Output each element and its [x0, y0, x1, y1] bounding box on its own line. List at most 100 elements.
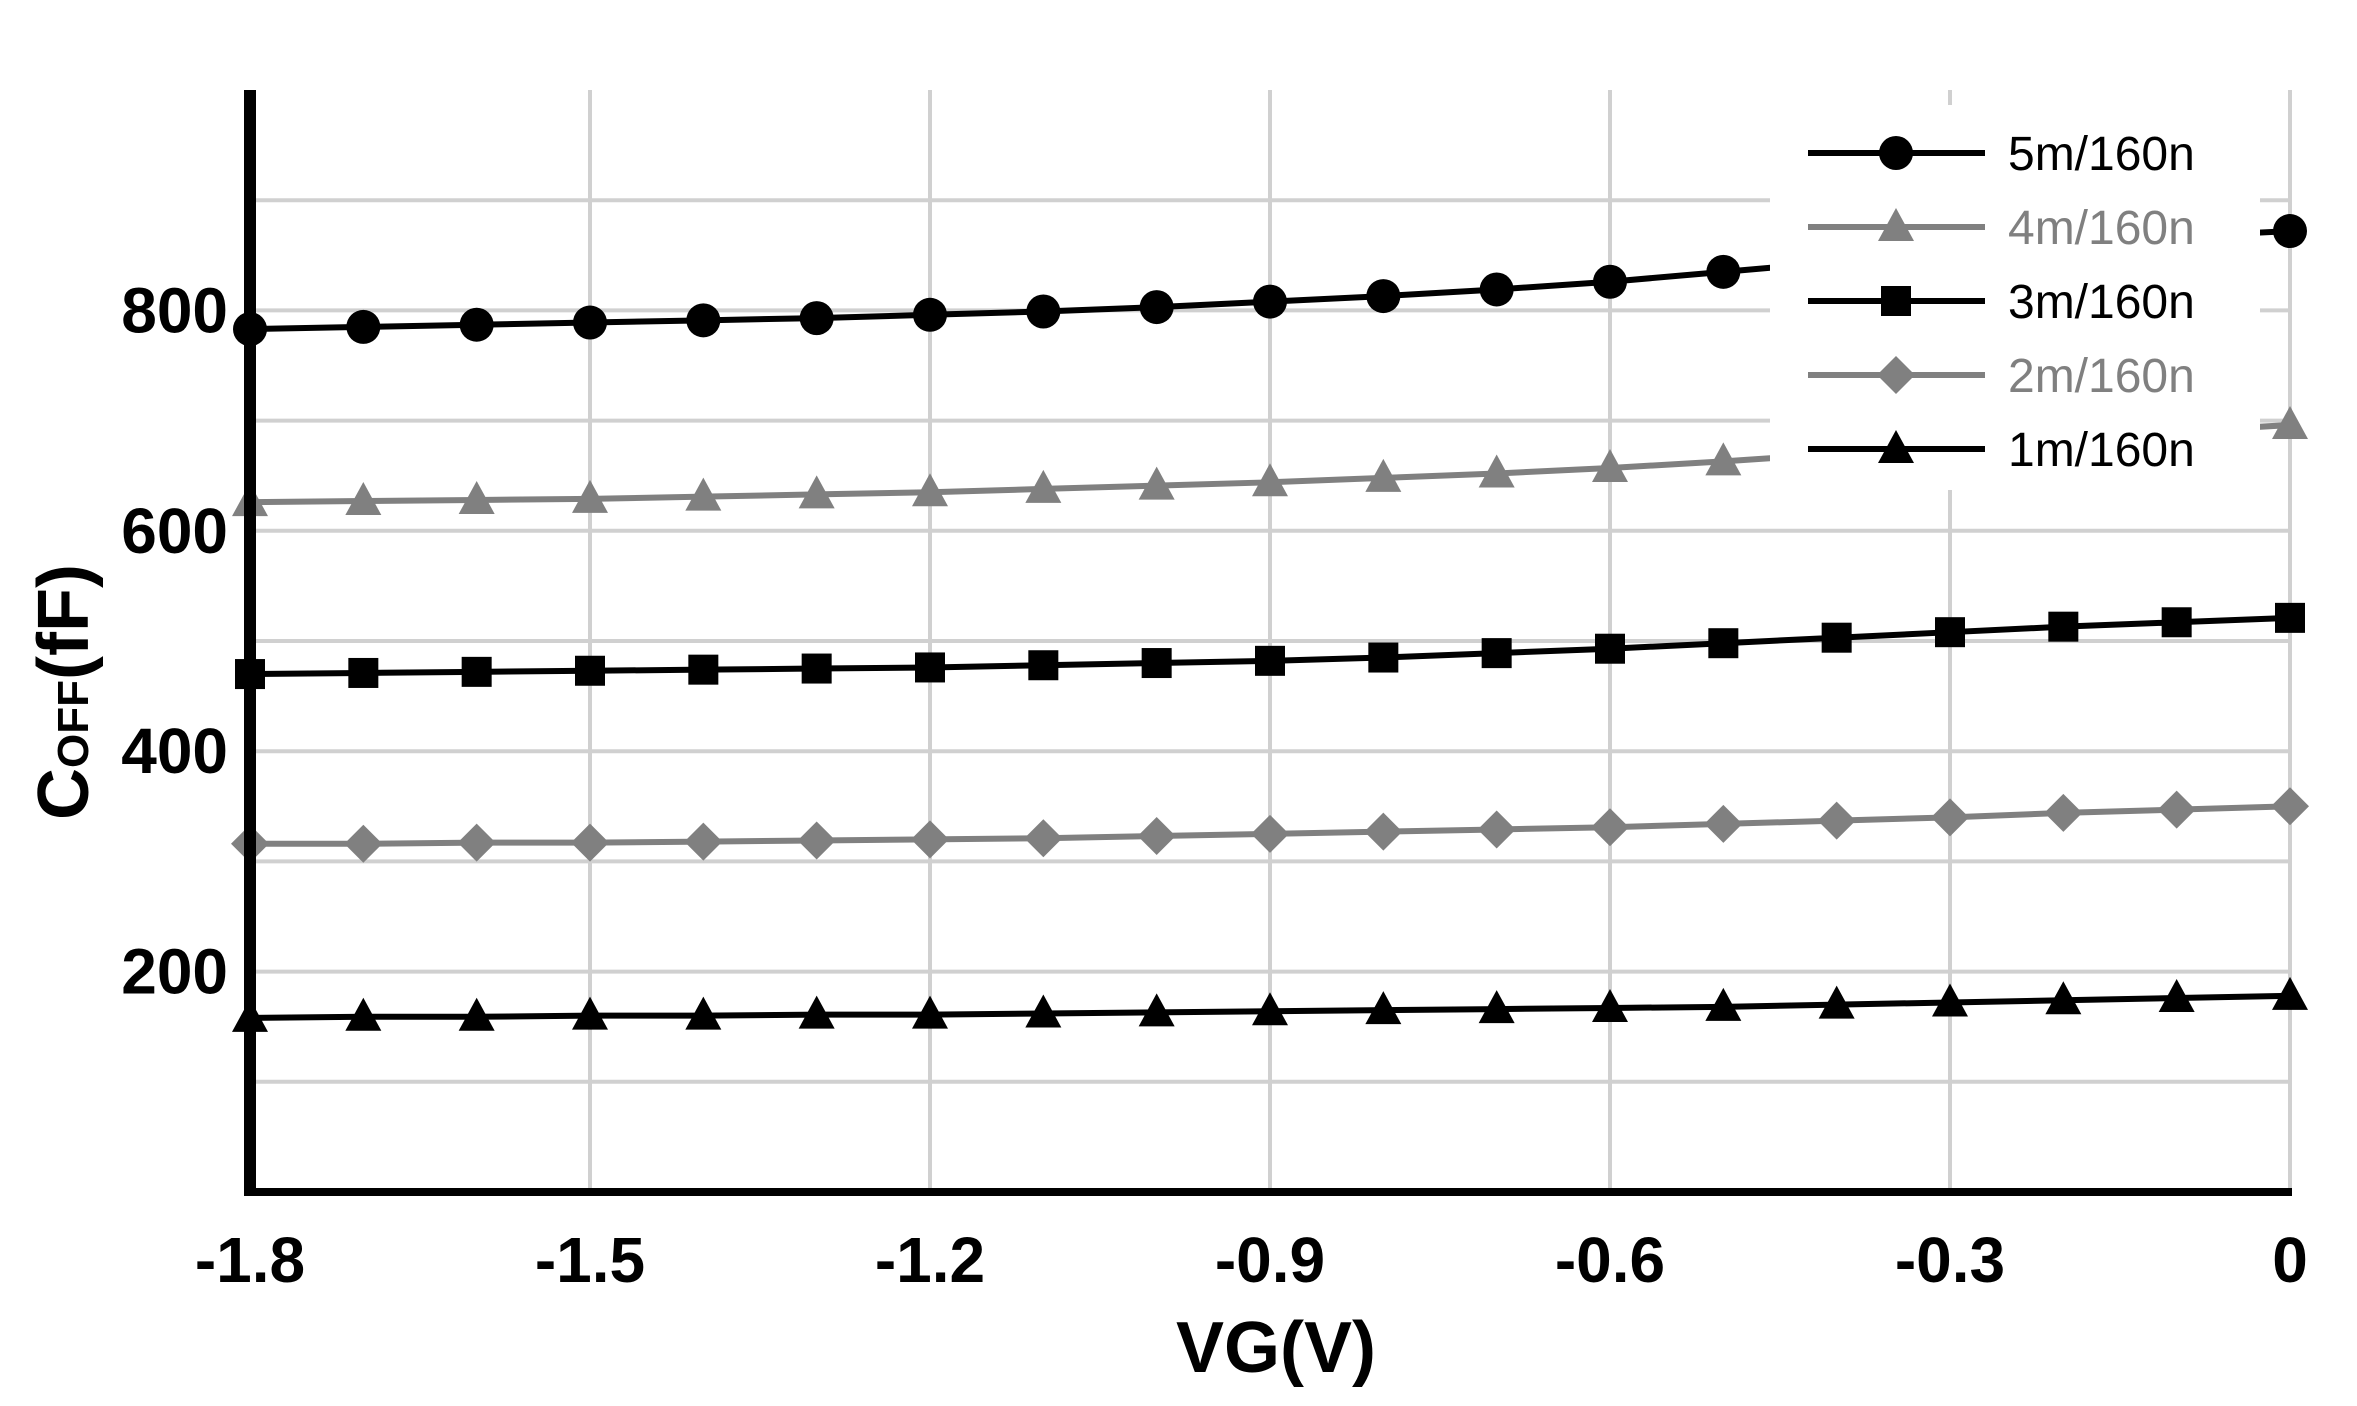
data-point: [348, 657, 379, 688]
data-point: [2158, 979, 2195, 1013]
axes: [244, 90, 2292, 1196]
data-point: [1477, 810, 1516, 849]
data-point: [1592, 448, 1628, 482]
legend-label: 4m/160n: [2008, 202, 2195, 255]
data-point: [2157, 790, 2196, 829]
data-point: [798, 475, 835, 509]
data-point: [688, 654, 719, 685]
data-point: [346, 309, 381, 344]
y-tick-label: 600: [121, 495, 228, 567]
x-tick-label: -0.6: [1555, 1224, 1665, 1296]
data-point: [1251, 814, 1289, 853]
data-point: [799, 301, 834, 336]
data-point: [684, 822, 723, 861]
x-tick-label: -0.9: [1215, 1224, 1325, 1296]
data-point: [1704, 804, 1743, 843]
data-point: [1478, 990, 1515, 1024]
legend-item: 4m/160n: [1808, 202, 2195, 255]
data-point: [2273, 214, 2307, 249]
data-point: [1138, 466, 1175, 500]
data-point: [685, 477, 722, 511]
data-point: [2048, 611, 2079, 642]
y-axis-title-unit: (fF): [24, 564, 104, 680]
data-point: [572, 996, 608, 1030]
data-point: [915, 652, 945, 683]
data-point: [1255, 645, 1285, 676]
data-point: [1818, 985, 1855, 1019]
y-tick-labels: 200 400 600 800: [121, 274, 228, 1007]
data-point: [1138, 993, 1175, 1027]
data-point: [1141, 648, 1172, 679]
data-point: [1024, 819, 1063, 858]
x-axis-title: VG(V): [1176, 1308, 1376, 1388]
series-2m/160n: [231, 787, 2309, 863]
data-point: [1705, 987, 1742, 1021]
data-point: [685, 996, 722, 1030]
legend-item: 3m/160n: [1808, 276, 2195, 329]
legend-item: 2m/160n: [1808, 350, 2195, 403]
data-point: [2161, 607, 2192, 638]
data-point: [345, 997, 382, 1031]
data-point: [573, 305, 607, 340]
data-point: [2271, 787, 2309, 826]
legend-marker: [1879, 136, 1913, 170]
data-point: [1595, 633, 1625, 664]
data-point: [1025, 469, 1062, 503]
data-point: [458, 480, 495, 514]
data-point: [345, 482, 382, 516]
x-tick-labels: -1.8 -1.5 -1.2 -0.9 -0.6 -0.3 0: [195, 1224, 2308, 1296]
data-point: [912, 995, 948, 1029]
x-tick-label: -1.8: [195, 1224, 305, 1296]
data-point: [459, 307, 494, 342]
data-point: [1368, 642, 1399, 673]
series-3m/160n: [235, 602, 2305, 690]
data-point: [1479, 272, 1514, 307]
legend-item: 5m/160n: [1808, 128, 2195, 181]
data-point: [1821, 622, 1852, 653]
data-point: [571, 823, 609, 862]
series-group: [231, 214, 2309, 1032]
y-axis-title-sub: OFF: [49, 680, 98, 768]
data-point: [2272, 406, 2308, 440]
data-point: [686, 303, 721, 338]
svg-text:COFF(fF): COFF(fF): [24, 564, 104, 820]
data-point: [344, 824, 383, 863]
data-point: [1931, 798, 1969, 837]
y-axis-title: COFF(fF): [24, 564, 104, 820]
y-tick-label: 200: [121, 936, 228, 1008]
y-tick-label: 800: [121, 274, 228, 346]
legend-marker: [1878, 430, 1914, 463]
data-point: [1481, 638, 1512, 669]
data-point: [797, 821, 836, 860]
data-point: [1706, 254, 1741, 289]
legend-marker: [1877, 356, 1915, 394]
legend: 5m/160n 4m/160n 3m/160n 2m/160n 1m/160n: [1770, 105, 2260, 490]
data-point: [913, 297, 947, 332]
data-point: [2045, 981, 2082, 1015]
data-point: [1025, 994, 1062, 1028]
legend-item: 1m/160n: [1808, 424, 2195, 477]
data-point: [1252, 992, 1288, 1026]
data-point: [2272, 976, 2308, 1010]
data-point: [1591, 808, 1629, 847]
data-point: [1817, 801, 1856, 840]
legend-label: 5m/160n: [2008, 128, 2195, 181]
legend-label: 3m/160n: [2008, 276, 2195, 329]
x-tick-label: -0.3: [1895, 1224, 2005, 1296]
x-tick-label: -1.2: [875, 1224, 985, 1296]
data-point: [1139, 290, 1174, 325]
data-point: [1708, 628, 1739, 659]
data-point: [1026, 294, 1061, 329]
data-point: [1252, 463, 1288, 497]
data-point: [1028, 650, 1059, 681]
data-point: [1253, 284, 1287, 319]
y-axis-title-main: C: [24, 768, 104, 820]
x-tick-label: 0: [2272, 1224, 2308, 1296]
data-point: [912, 473, 948, 507]
data-point: [2275, 602, 2305, 633]
x-tick-label: -1.5: [535, 1224, 645, 1296]
data-point: [1365, 991, 1402, 1025]
data-point: [1592, 988, 1628, 1022]
data-point: [1364, 812, 1403, 851]
